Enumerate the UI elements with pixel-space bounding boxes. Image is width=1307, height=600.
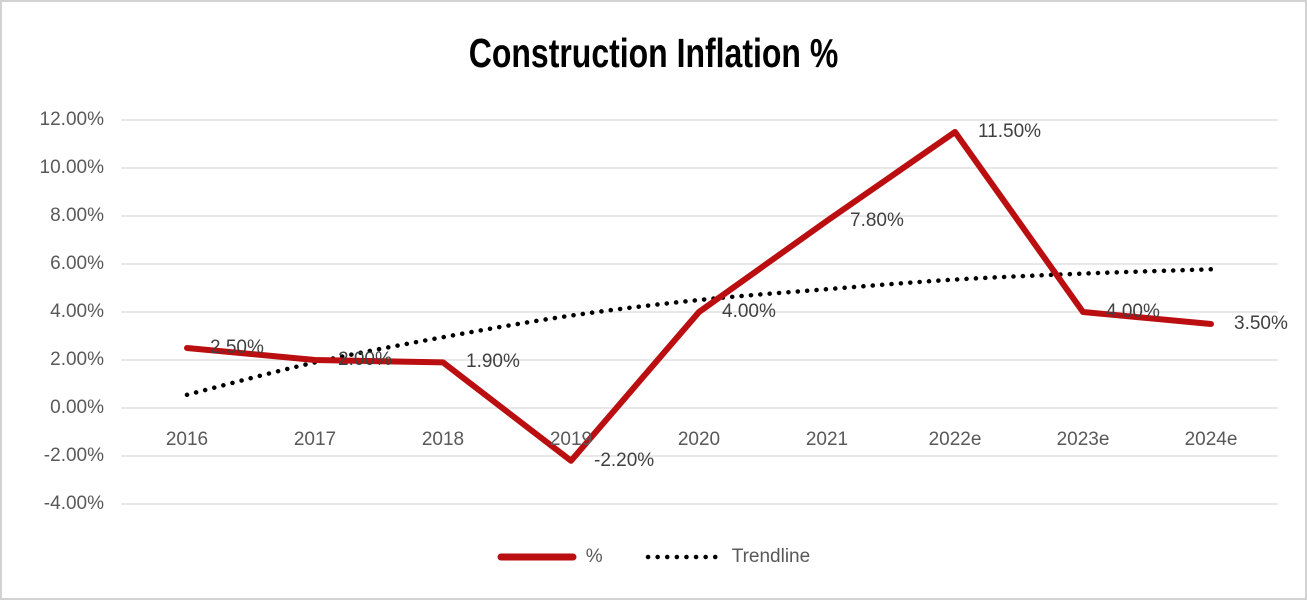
x-axis-label: 2022e [928, 429, 982, 450]
data-label: 4.00% [722, 301, 776, 322]
x-axis-label: 2020 [677, 429, 721, 450]
x-axis-label: 2018 [421, 429, 465, 450]
data-label: 2.50% [210, 337, 264, 358]
y-axis-label: -2.00% [43, 445, 104, 466]
percent-series [184, 129, 1214, 464]
legend-label-trendline: Trendline [731, 546, 811, 567]
y-axis-label: 6.00% [50, 253, 104, 274]
legend-label-percent: % [585, 546, 603, 567]
x-axis-label: 2023e [1056, 429, 1110, 450]
x-axis-label: 2016 [165, 429, 209, 450]
data-label: 2.00% [338, 349, 392, 370]
trendline-series [184, 267, 1214, 398]
x-axis-label: 2017 [293, 429, 337, 450]
legend-item-percent: % [497, 545, 603, 569]
y-axis-label: 8.00% [50, 205, 104, 226]
legend: % Trendline [2, 545, 1305, 569]
x-axis-label: 2024e [1184, 429, 1238, 450]
data-label: 4.00% [1106, 301, 1160, 322]
data-label: 1.90% [466, 351, 520, 373]
y-axis-label: 10.00% [39, 157, 104, 178]
percent-line-swatch-icon [497, 553, 577, 561]
y-axis-label: -4.00% [43, 493, 104, 514]
x-axis-label: 2021 [805, 429, 849, 450]
data-label: 3.50% [1234, 313, 1288, 334]
x-axis-label: 2019 [549, 429, 593, 450]
data-label: 11.50% [978, 121, 1042, 142]
data-label: 7.80% [850, 209, 904, 231]
chart-title: Construction Inflation % [468, 30, 839, 76]
y-axis-label: 12.00% [39, 109, 104, 130]
trendline-swatch-icon [645, 554, 721, 560]
y-axis-label: 4.00% [50, 301, 104, 322]
legend-item-trendline: Trendline [643, 545, 811, 569]
y-axis-label: 2.00% [50, 349, 104, 370]
data-label: -2.20% [594, 449, 655, 471]
y-axis-label: 0.00% [50, 397, 104, 418]
